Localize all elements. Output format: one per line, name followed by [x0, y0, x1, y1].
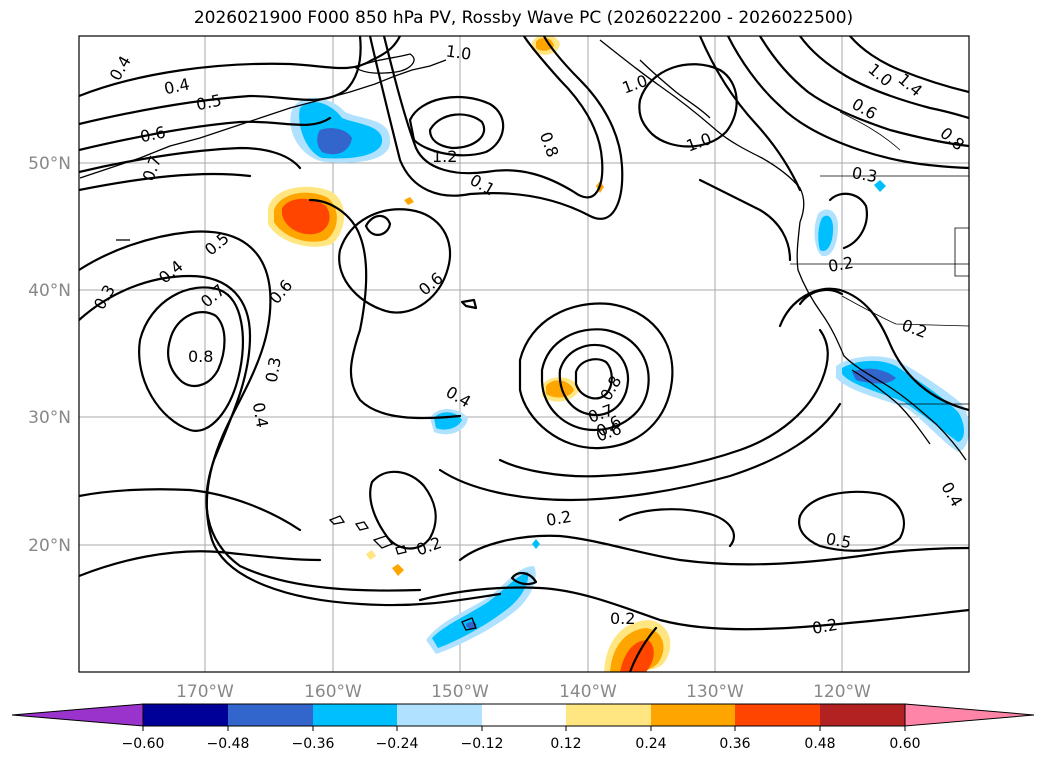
colorbar-tick-label: 0.36 — [719, 736, 750, 752]
lon-tick-label: 160°W — [304, 682, 362, 702]
lon-tick-label: 140°W — [559, 682, 617, 702]
colorbar-segment — [143, 704, 228, 726]
colorbar-tick-label: −0.36 — [292, 736, 335, 752]
colorbar-segment — [313, 704, 397, 726]
lat-tick-label: 30°N — [28, 408, 71, 428]
colorbar-segment — [735, 704, 820, 726]
lat-tick-label: 20°N — [28, 536, 71, 556]
contour-label: 0.5 — [824, 529, 852, 552]
contour-label: 0.2 — [827, 253, 855, 276]
contour-label: 0.2 — [610, 609, 635, 628]
colorbar-tick-label: 0.12 — [550, 736, 581, 752]
colorbar-segment — [820, 704, 905, 726]
colorbar-tick-label: −0.12 — [461, 736, 504, 752]
contour-label: 0.2 — [811, 615, 839, 638]
lon-tick-label: 130°W — [686, 682, 744, 702]
colorbar-segment — [397, 704, 482, 726]
contour-label: 1.0 — [445, 41, 473, 63]
contour-label: 0.6 — [138, 122, 167, 146]
contour-label: 0.4 — [249, 401, 272, 429]
colorbar-tick-label: −0.48 — [207, 736, 250, 752]
colorbar-tick-label: −0.60 — [122, 736, 165, 752]
pv-contours — [79, 36, 969, 672]
colorbar-tick-label: 0.48 — [804, 736, 835, 752]
longitude-ticks: 170°W 160°W 150°W 140°W 130°W 120°W — [176, 682, 871, 702]
map-panel: 0.4 0.4 0.5 0.6 0.7 1.0 1.2 1.0 1.0 1.0 … — [78, 35, 970, 673]
colorbar-segment — [228, 704, 313, 726]
contour-label: 0.8 — [188, 347, 213, 366]
contour-label: 0.3 — [850, 163, 878, 186]
lon-tick-label: 170°W — [176, 682, 234, 702]
colorbar-segment — [566, 704, 651, 726]
contour-label: 0.3 — [262, 356, 285, 384]
colorbar-tick-label: −0.24 — [376, 736, 419, 752]
lat-tick-label: 40°N — [28, 281, 71, 301]
latitude-ticks: 50°N 40°N 30°N 20°N — [28, 154, 71, 556]
lat-tick-label: 50°N — [28, 154, 71, 174]
colorbar-segment — [482, 704, 566, 726]
contour-label: 1.2 — [432, 147, 457, 166]
colorbar-segment — [651, 704, 735, 726]
page-title: 2026021900 F000 850 hPa PV, Rossby Wave … — [193, 8, 854, 28]
colorbar-ticks: −0.60 −0.48 −0.36 −0.24 −0.12 0.12 0.24 … — [122, 726, 921, 752]
lon-tick-label: 150°W — [431, 682, 489, 702]
colorbar-extend-high — [904, 703, 1035, 727]
lon-tick-label: 120°W — [813, 682, 871, 702]
contour-label: 0.4 — [162, 74, 191, 98]
contour-label: 0.5 — [194, 90, 223, 114]
colorbar-tick-label: 0.60 — [889, 736, 920, 752]
shaded-anomalies — [268, 36, 969, 672]
contour-label: 0.2 — [545, 507, 573, 530]
colorbar: −0.60 −0.48 −0.36 −0.24 −0.12 0.12 0.24 … — [11, 703, 1035, 752]
colorbar-tick-label: 0.24 — [635, 736, 666, 752]
colorbar-extend-low — [11, 703, 144, 727]
